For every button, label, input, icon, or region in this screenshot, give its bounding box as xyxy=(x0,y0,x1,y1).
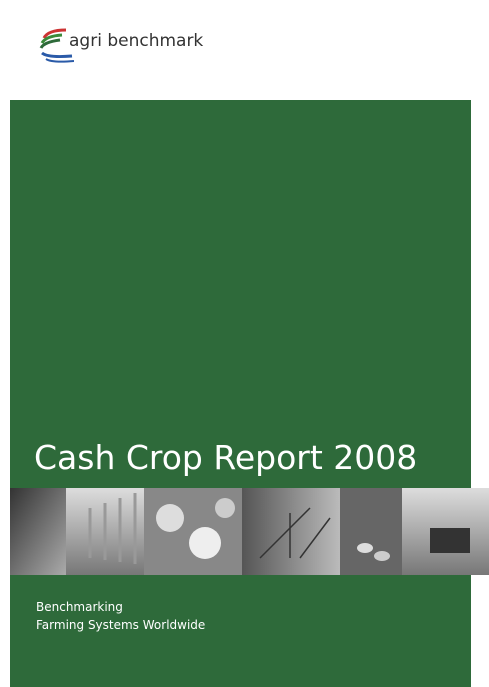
page: agri benchmark Cash Crop Report 2008 Ben… xyxy=(0,0,489,687)
subtitle-line: Benchmarking xyxy=(36,600,123,614)
green-panel xyxy=(10,100,471,687)
logo-text: agri benchmark xyxy=(69,31,203,51)
cover-title: Cash Crop Report 2008 xyxy=(34,438,417,477)
subtitle-line: Farming Systems Worldwide xyxy=(36,618,205,632)
book-cover: agri benchmark Cash Crop Report 2008 Ben… xyxy=(0,0,489,687)
photo-strip xyxy=(10,488,489,575)
